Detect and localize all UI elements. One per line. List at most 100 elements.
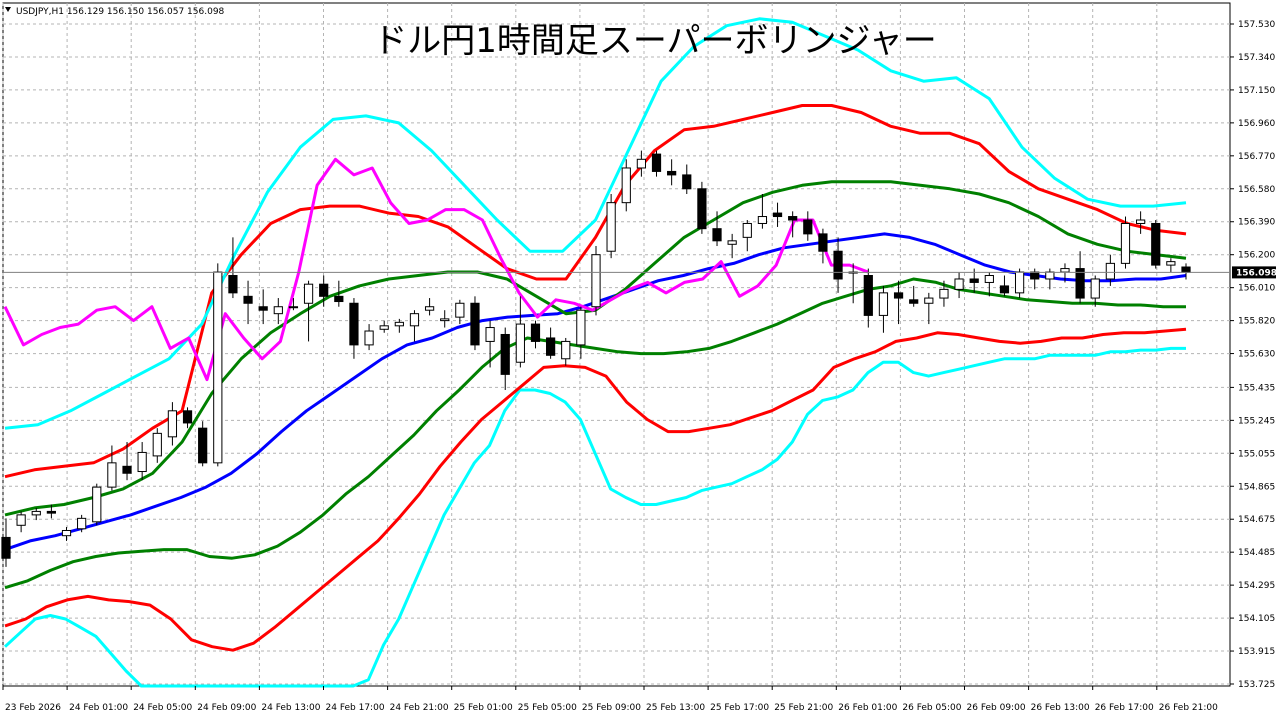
candle [576, 306, 586, 359]
candle [530, 320, 541, 349]
time-tick-label: 24 Feb 13:00 [261, 703, 320, 713]
candle [803, 211, 813, 241]
time-tick-label: 26 Feb 21:00 [1159, 703, 1218, 713]
band-line [4, 17, 1187, 430]
candle [379, 320, 389, 333]
candle-body [424, 306, 435, 311]
price-tick-label: 154.295 [1238, 581, 1275, 591]
time-tick-label: 24 Feb 21:00 [390, 703, 449, 713]
candle [1151, 220, 1161, 269]
time-tick-label: 25 Feb 21:00 [774, 703, 833, 713]
candle-body [258, 306, 268, 311]
candle [424, 298, 435, 316]
price-tick-label: 156.390 [1238, 218, 1275, 228]
price-tick-label: 155.630 [1238, 350, 1275, 360]
candle-body [682, 174, 692, 190]
band-line [4, 104, 1187, 479]
candle [500, 327, 510, 390]
time-tick-label: 25 Feb 09:00 [582, 703, 641, 713]
candle-body [697, 188, 707, 230]
candle-body [1, 536, 11, 559]
candle [152, 428, 162, 463]
candle-body [530, 323, 541, 342]
candle-body [591, 254, 601, 308]
candle [440, 310, 450, 328]
candle-body [636, 158, 646, 169]
candle-body [77, 517, 87, 530]
candle-body [394, 321, 404, 327]
candle [712, 211, 722, 247]
candle-body [1120, 222, 1131, 264]
candle [667, 159, 677, 186]
candle-body [349, 302, 359, 346]
candle [788, 211, 798, 238]
price-tick-label: 153.725 [1238, 680, 1275, 690]
candle-body [576, 309, 586, 346]
band-line [3, 346, 1186, 688]
band-line [3, 157, 869, 382]
candle [1075, 251, 1085, 304]
candle [939, 280, 949, 307]
candle [1090, 275, 1100, 307]
candle [878, 285, 889, 333]
candle [349, 298, 359, 359]
candle [319, 275, 329, 307]
price-tick-label: 157.530 [1238, 20, 1275, 30]
candle [46, 504, 56, 519]
candle-body [561, 340, 571, 360]
time-tick-label: 25 Feb 01:00 [454, 703, 513, 713]
candle [833, 237, 843, 293]
candle [485, 320, 495, 368]
candle [470, 296, 480, 351]
candle-body [16, 514, 26, 526]
candle-body [228, 275, 238, 294]
candle [198, 421, 208, 467]
candle-body [1181, 266, 1191, 273]
candle [893, 280, 904, 325]
candle-body [1136, 219, 1146, 224]
candle-body [954, 278, 964, 290]
candle-body [833, 250, 843, 280]
price-tick-label: 157.340 [1238, 53, 1275, 63]
candle [954, 272, 964, 299]
candle [591, 246, 601, 316]
candle-body [334, 295, 344, 303]
candle-body [1105, 262, 1115, 280]
candle [727, 233, 737, 259]
candle [546, 327, 556, 359]
price-tick-label: 154.675 [1238, 515, 1275, 525]
candle-body [1075, 268, 1085, 299]
candle [1166, 258, 1176, 273]
candle-body [863, 275, 873, 316]
candle-body [757, 216, 768, 224]
candle [92, 483, 102, 526]
time-tick-label: 26 Feb 09:00 [967, 703, 1026, 713]
time-tick-label: 26 Feb 05:00 [902, 703, 961, 713]
candle-body [31, 510, 41, 516]
candle-body [440, 318, 450, 322]
candlesticks [1, 150, 1191, 567]
symbol-menu-arrow-icon[interactable] [5, 7, 11, 12]
candle [621, 159, 631, 212]
candle-body [122, 465, 132, 474]
candle [258, 289, 268, 325]
candle-body [1060, 268, 1070, 273]
plot-frame [2, 2, 1231, 687]
chart-title: ドル円1時間足スーパーボリンジャー [373, 21, 937, 61]
candle-body [1166, 261, 1176, 266]
candle [107, 445, 117, 491]
candle-body [500, 333, 510, 375]
candle [757, 193, 768, 229]
candle [742, 220, 752, 252]
candle-body [772, 212, 783, 218]
candle-body [893, 292, 904, 299]
candle-body [137, 451, 147, 473]
candle-body [409, 313, 420, 327]
candle [863, 268, 873, 328]
candle [334, 280, 344, 307]
candle [243, 280, 253, 325]
candle-body [1014, 271, 1025, 294]
candle [167, 402, 178, 446]
